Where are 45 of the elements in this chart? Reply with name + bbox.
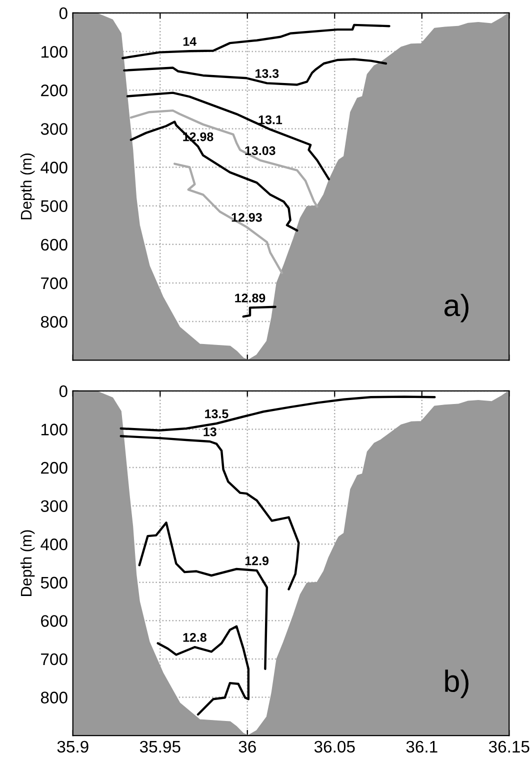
annotation: 13.5: [205, 409, 228, 418]
annotation: 13: [204, 427, 216, 436]
y-tick-label: 400: [40, 162, 68, 174]
y-tick-label: 400: [40, 538, 68, 550]
y-tick-label: 0: [59, 385, 68, 398]
annotation: 13.1: [258, 115, 282, 124]
y-tick-label: 600: [41, 238, 68, 251]
y-tick-label: 300: [40, 123, 68, 135]
annotation: 13.03: [245, 146, 276, 156]
x-tick-label: 35.9: [57, 740, 88, 753]
y-tick-label: 500: [40, 200, 68, 212]
y-tick-label: 0: [59, 7, 68, 20]
line-series: [126, 92, 330, 180]
line-series: [122, 24, 390, 60]
y-axis-title: Depth (m): [20, 530, 35, 596]
y-axis-title: Depth (m): [20, 154, 35, 220]
annotation: a): [444, 294, 468, 322]
annotation: 12.8: [183, 632, 206, 642]
y-tick-label: 600: [41, 615, 68, 627]
y-tick-label: 300: [40, 500, 68, 512]
annotation: b): [445, 670, 468, 698]
annotation: 12.93: [232, 212, 262, 222]
x-tick-label: 36.15: [488, 740, 530, 753]
annotation: 12.89: [235, 294, 266, 302]
x-tick-label: 36: [238, 740, 256, 753]
y-tick-label: 200: [41, 84, 68, 96]
line-series: [242, 306, 276, 318]
y-tick-label: 700: [41, 653, 68, 666]
x-tick-label: 35.95: [140, 740, 180, 753]
x-tick-label: 36.1: [406, 740, 438, 753]
line-series: [120, 435, 300, 590]
y-tick-label: 100: [41, 46, 68, 58]
x-tick-label: 36.05: [314, 740, 355, 753]
y-tick-label: 800: [40, 316, 68, 328]
y-tick-label: 700: [41, 277, 68, 290]
y-tick-label: 800: [40, 692, 68, 704]
line-series: [138, 522, 268, 670]
y-tick-label: 200: [41, 462, 68, 474]
annotation: 14: [183, 37, 197, 46]
y-tick-label: 100: [41, 424, 68, 436]
annotation: 13.3: [256, 69, 279, 78]
annotation: 12.9: [245, 556, 269, 566]
y-tick-label: 500: [40, 576, 68, 589]
line-series: [123, 58, 388, 86]
line-series: [156, 625, 250, 716]
